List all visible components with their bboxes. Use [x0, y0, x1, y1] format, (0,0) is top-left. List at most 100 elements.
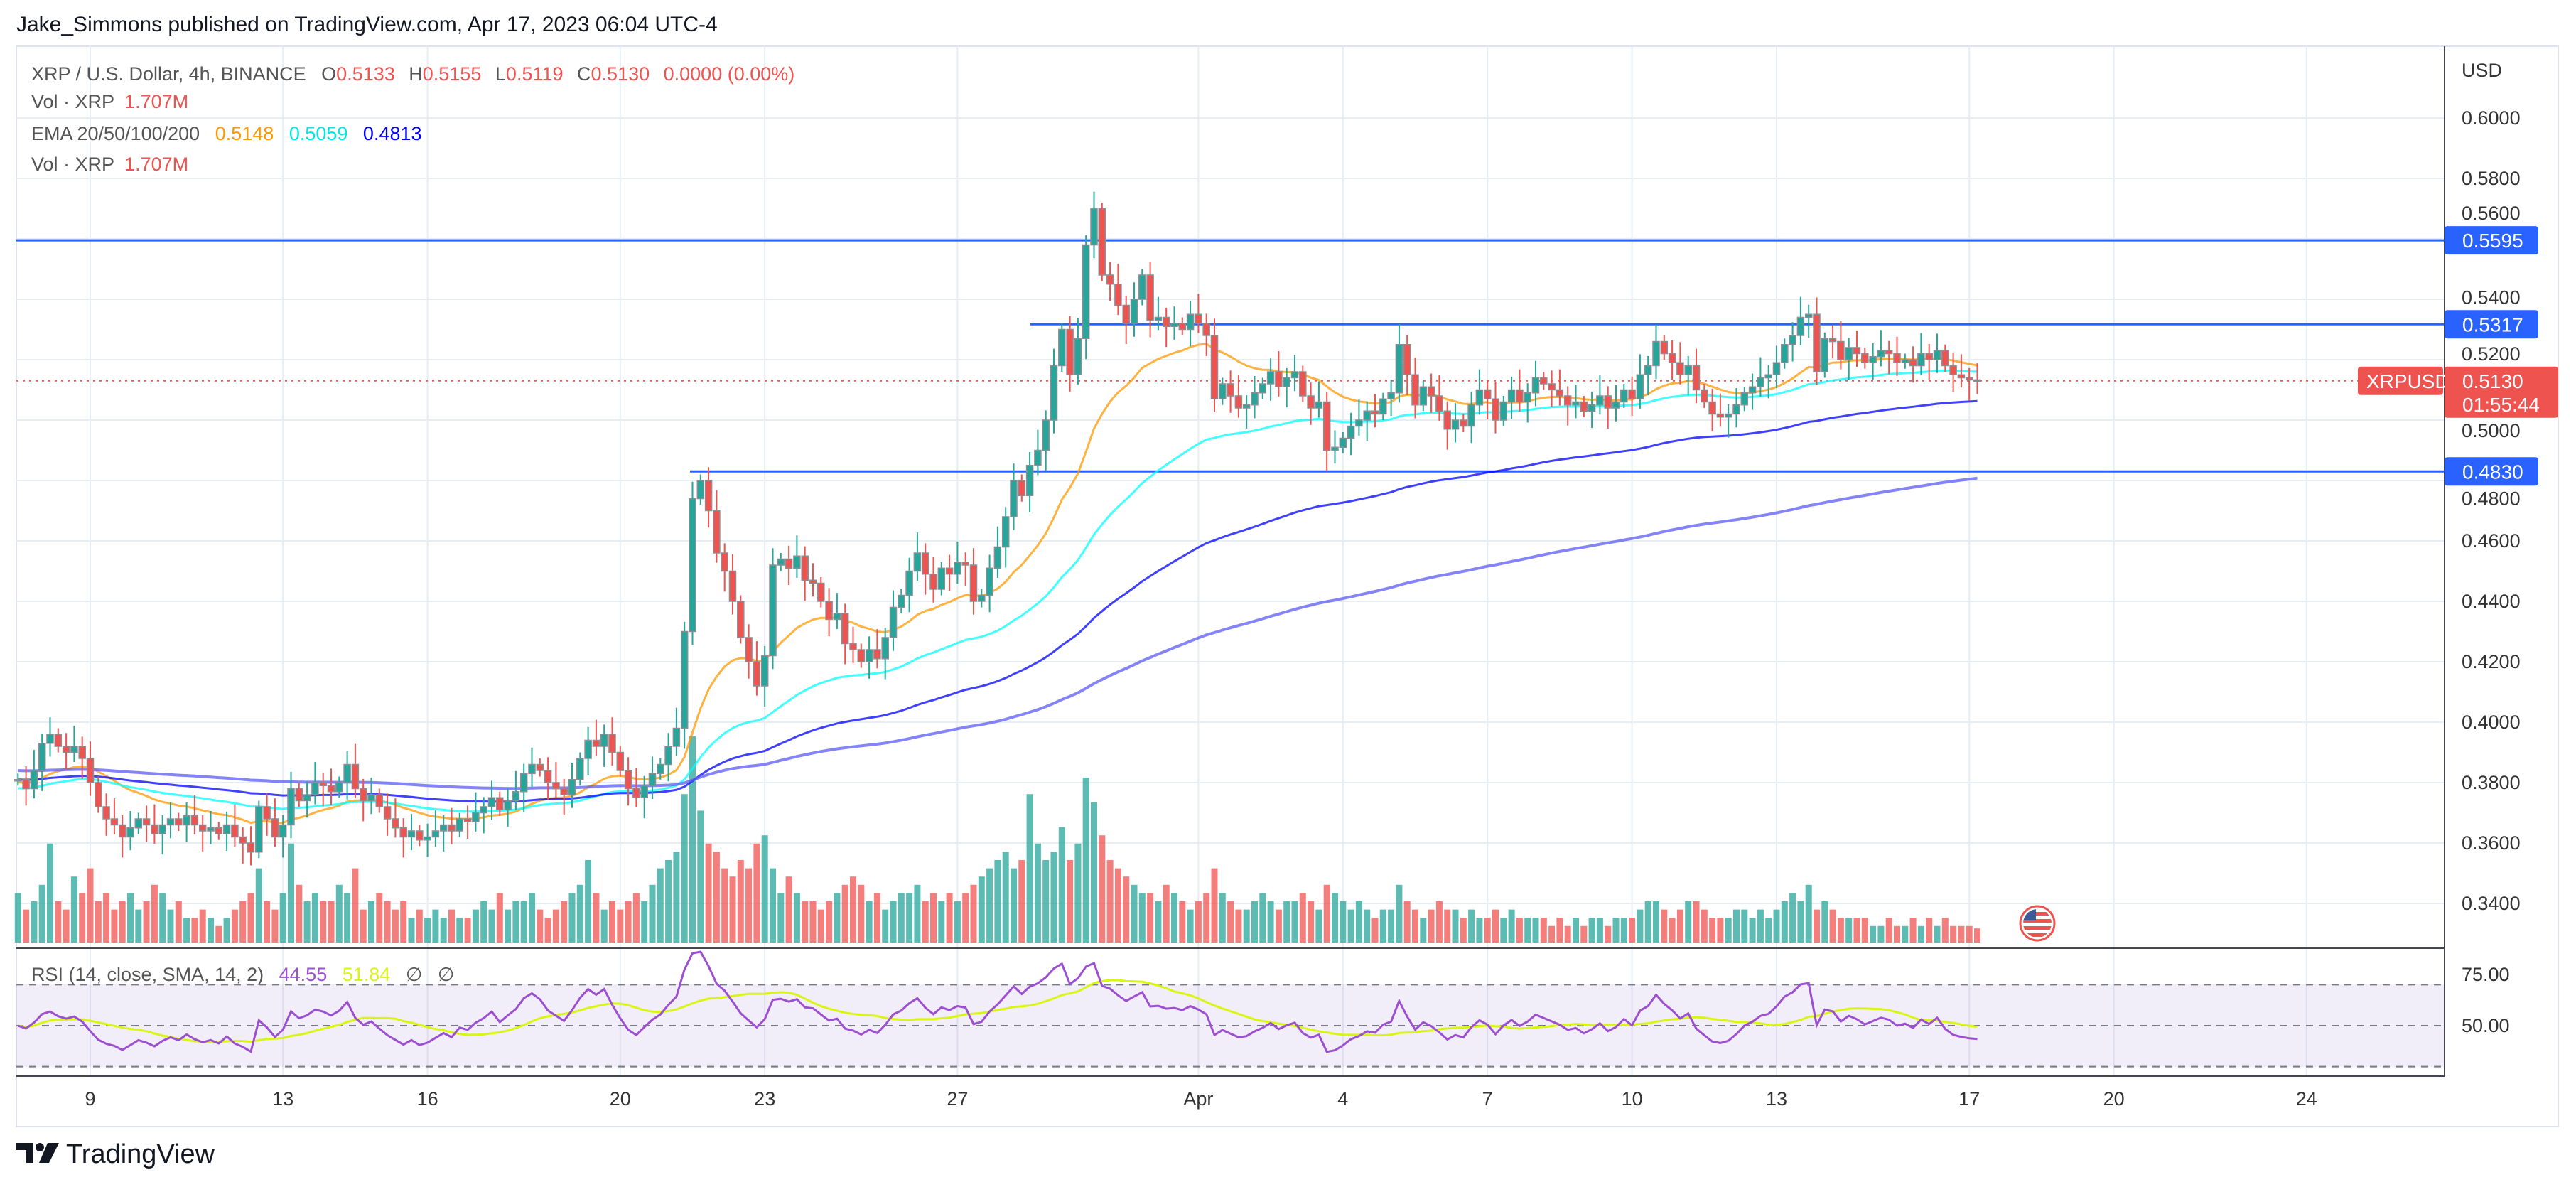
volume-bar [95, 901, 102, 943]
volume-bar [922, 901, 929, 943]
candle-body [1443, 410, 1451, 430]
volume-bar [376, 893, 383, 943]
volume-bar [986, 868, 993, 943]
volume-bar [898, 893, 905, 943]
volume-bar [1050, 852, 1057, 943]
candle-body [263, 806, 271, 820]
volume-bar [1163, 884, 1170, 943]
volume-bar [472, 909, 479, 943]
volume-bar [568, 893, 576, 943]
candle-body [536, 763, 544, 771]
volume-bar [1155, 901, 1162, 943]
volume-bar [1452, 909, 1459, 943]
volume-bar [368, 901, 374, 943]
candle-body [1901, 359, 1909, 363]
volume-bar [681, 794, 688, 943]
volume-bar [448, 909, 455, 943]
tradingview-logo[interactable]: TradingView [16, 1139, 215, 1169]
candle-body [215, 827, 223, 834]
candle-body [392, 818, 399, 829]
time-tick-label: 9 [85, 1088, 95, 1110]
candle-body [1106, 274, 1114, 285]
candle-body [745, 637, 753, 662]
time-axis[interactable]: 9 13 16 20 23 27 Apr 4 7 10 13 17 20 24 [85, 1088, 2317, 1110]
candle-body [1917, 353, 1925, 367]
volume-bar [271, 909, 279, 943]
candle-body [456, 818, 464, 832]
candle-body [552, 782, 560, 790]
volume-bar [296, 884, 303, 943]
candle-body [913, 552, 922, 572]
open-value: 0.5133 [336, 63, 395, 85]
volume-bar [1676, 909, 1683, 943]
candle-body [271, 818, 279, 838]
published-header: Jake_Simmons published on TradingView.co… [16, 13, 718, 36]
horizontal-levels[interactable] [16, 239, 2445, 473]
volume-bar [1797, 901, 1804, 943]
candle-body [945, 567, 954, 575]
candle-body [857, 649, 866, 662]
candle-body [1210, 335, 1219, 399]
volume-bar [793, 893, 800, 943]
us-flag-icon[interactable] [2019, 905, 2056, 942]
candle-body [30, 770, 38, 790]
volume-bar [1179, 901, 1186, 943]
ema-legend: EMA 20/50/100/200 0.5148 0.5059 0.4813 [31, 123, 422, 144]
candle-body [142, 818, 151, 826]
candle-body [166, 818, 175, 826]
volume-bar [544, 918, 551, 943]
candle-body [1242, 404, 1251, 409]
candle-body [287, 788, 295, 826]
candle-body [921, 552, 929, 575]
volume-bar [1701, 909, 1708, 943]
price-axis[interactable]: 0.6000 0.5800 0.5600 0.5400 0.5200 0.5000 0.48… [2462, 107, 2521, 914]
volume-bar [31, 901, 38, 943]
candle-body [1122, 304, 1130, 324]
volume-bar [1396, 884, 1403, 943]
time-tick-label: 17 [1958, 1088, 1980, 1110]
rsi-legend: RSI (14, close, SMA, 14, 2) 44.55 51.84 … [31, 964, 454, 985]
ema-50-line [18, 369, 1978, 813]
volume-bar [1644, 901, 1651, 943]
ema-100-line [18, 399, 1978, 803]
volume-bar [873, 893, 880, 943]
candle-body [1701, 389, 1708, 403]
candle-body [1219, 383, 1227, 399]
volume-bar [432, 909, 439, 943]
volume-bar [1532, 918, 1539, 943]
candle-body [704, 480, 713, 512]
candle-body [1853, 347, 1861, 355]
candle-body [632, 788, 640, 798]
candle-body [1796, 316, 1805, 336]
volume-bar [1941, 918, 1949, 943]
volume-bar [552, 909, 559, 943]
volume-bar [817, 909, 824, 943]
volume-bar [866, 901, 873, 943]
volume-bar [962, 893, 969, 943]
candle-body [624, 770, 632, 790]
volume-bar [1588, 918, 1595, 943]
volume-bar [1315, 909, 1322, 943]
candle-body [1596, 395, 1604, 406]
volume-bar [1693, 901, 1700, 943]
candle-body [1748, 386, 1757, 394]
candle-body [680, 630, 689, 729]
candle-body [1451, 419, 1460, 430]
volume-bar [770, 868, 776, 943]
candle-body [1813, 313, 1821, 372]
candle-body [777, 558, 785, 566]
volume-bar [127, 893, 134, 943]
candle-body [279, 824, 287, 838]
volume-bar [1974, 928, 1980, 943]
volume-bar [14, 893, 21, 943]
rsi-tick-label: 75.00 [2462, 964, 2510, 985]
candle-body [1789, 335, 1796, 345]
volume-bar [191, 918, 198, 943]
volume-bar [199, 909, 206, 943]
volume-bar [1733, 909, 1740, 943]
volume-bar [208, 918, 214, 943]
candle-body [1234, 395, 1243, 409]
time-tick-label: 16 [417, 1088, 438, 1110]
candle-body [1010, 480, 1018, 517]
